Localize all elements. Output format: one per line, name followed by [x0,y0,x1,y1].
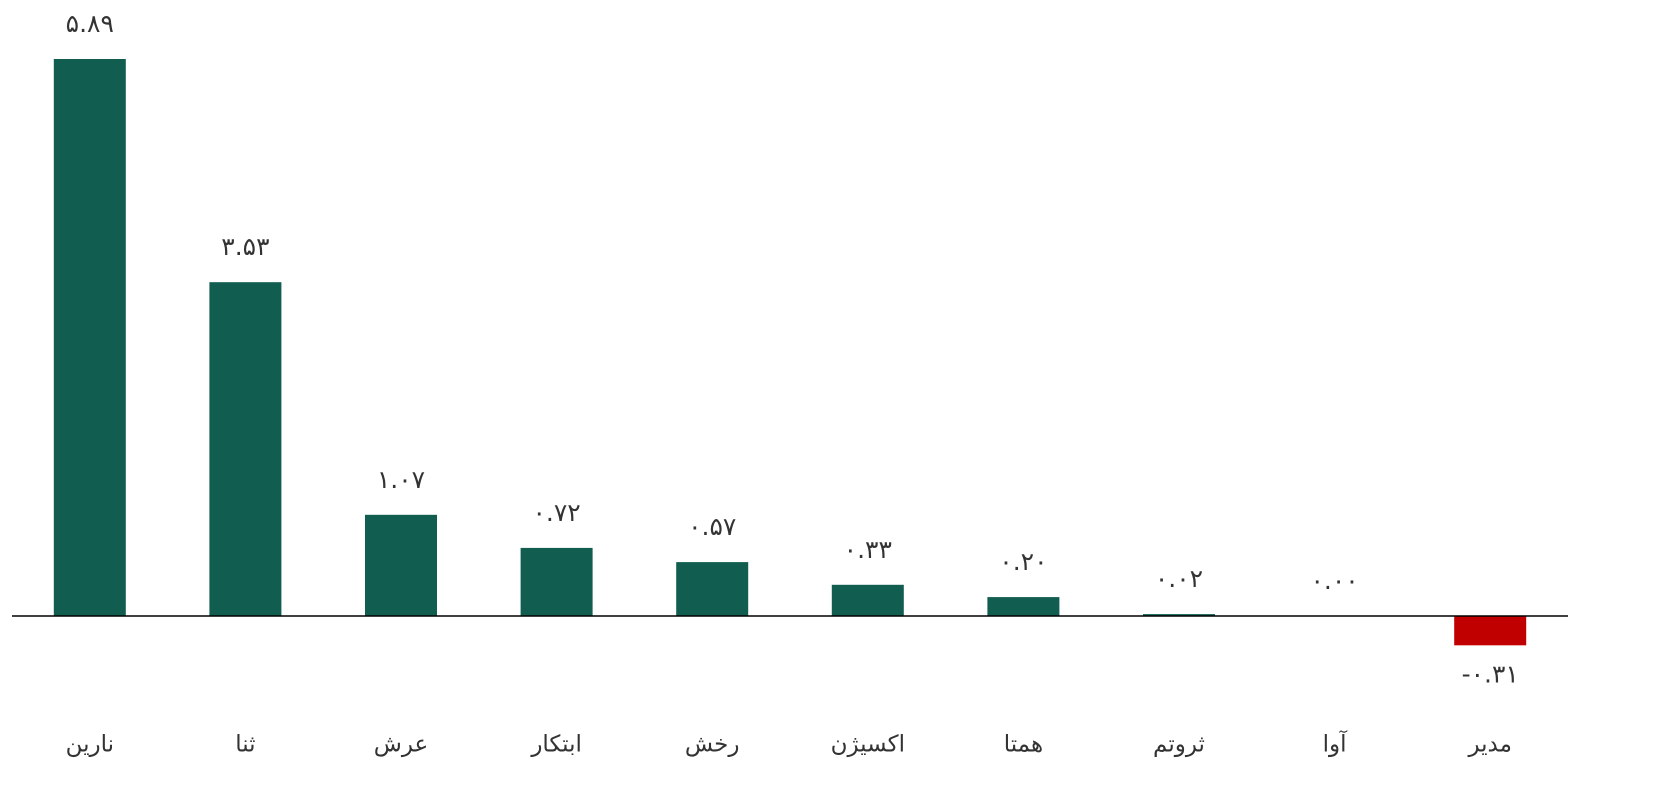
x-tick-label: عرش [374,732,429,758]
x-tick-label: اکسیژن [831,732,905,758]
value-label: -۰.۳۱ [1462,659,1519,688]
x-tick-label: مدیر [1467,732,1511,758]
bar [209,282,282,616]
x-tick-label: ثنا [235,732,255,758]
x-tick-label: ثروتم [1153,732,1205,758]
bar [1143,614,1215,616]
bar [1454,616,1527,646]
value-label: ۱.۰۷ [377,465,425,494]
bar [53,59,126,616]
x-tick-label: ابتکار [530,732,582,758]
value-label: ۰.۷۲ [532,498,580,527]
value-label: ۰.۳۳ [844,535,892,564]
value-label: ۰.۵۷ [688,512,736,541]
bar [676,562,749,616]
value-label: ۵.۸۹ [66,9,114,38]
value-label: ۰.۰۰ [1310,566,1358,595]
value-label: ۰.۰۲ [1155,564,1203,593]
x-tick-label: رخش [685,732,740,758]
bar [365,514,437,616]
x-tick-label: آوا [1323,730,1348,758]
x-tick-label: همتا [1004,732,1043,758]
bar [520,547,593,616]
value-label: ۳.۵۳ [221,232,269,261]
x-tick-label: نارین [66,732,114,758]
value-label: ۰.۲۰ [999,547,1047,576]
bar [987,597,1060,616]
bar [831,584,904,616]
